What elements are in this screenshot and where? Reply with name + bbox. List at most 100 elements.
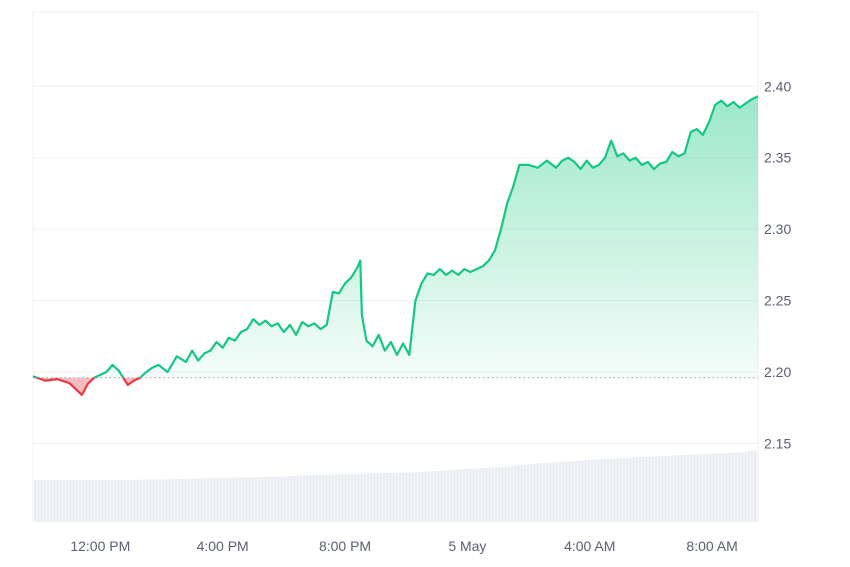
volume-bar bbox=[395, 472, 399, 522]
volume-bar bbox=[130, 479, 133, 522]
volume-bar bbox=[34, 480, 37, 522]
volume-bar bbox=[632, 457, 635, 522]
volume-bar bbox=[446, 470, 450, 522]
volume-bar bbox=[85, 480, 88, 522]
volume-bar bbox=[402, 472, 405, 522]
volume-bar bbox=[117, 479, 120, 522]
volume-bar bbox=[357, 473, 360, 522]
volume-bar bbox=[370, 473, 373, 522]
volume-bar bbox=[587, 459, 591, 522]
y-tick-label: 2.30 bbox=[764, 221, 791, 237]
volume-bar bbox=[354, 473, 357, 522]
volume-bar bbox=[658, 456, 661, 522]
volume-bar bbox=[411, 472, 415, 522]
volume-bar bbox=[443, 470, 447, 522]
volume-bar bbox=[283, 476, 287, 522]
volume-bar bbox=[146, 479, 149, 522]
volume-bar bbox=[379, 473, 383, 522]
volume-bar bbox=[226, 477, 229, 522]
volume-bar bbox=[696, 454, 699, 522]
volume-bar bbox=[66, 480, 69, 522]
volume-bar bbox=[296, 475, 299, 522]
volume-bar bbox=[520, 465, 523, 522]
volume-bar bbox=[456, 469, 459, 522]
x-tick-label: 4:00 PM bbox=[197, 538, 249, 554]
volume-bar bbox=[178, 479, 181, 522]
y-tick-label: 2.15 bbox=[764, 435, 791, 451]
volume-bar bbox=[133, 479, 136, 522]
volume-bar bbox=[725, 452, 728, 522]
volume-bar bbox=[350, 473, 354, 522]
volume-bar bbox=[578, 460, 581, 522]
volume-bar bbox=[78, 480, 82, 522]
volume-bar bbox=[600, 459, 603, 522]
volume-bar bbox=[219, 477, 223, 522]
volume-bar bbox=[347, 474, 351, 522]
volume-bar bbox=[626, 457, 629, 522]
volume-bar bbox=[187, 478, 191, 522]
volume-bar bbox=[568, 461, 571, 522]
volume-bar bbox=[158, 479, 162, 522]
volume-bar bbox=[232, 477, 235, 522]
volume-bar bbox=[194, 478, 197, 522]
volume-bar bbox=[405, 472, 408, 522]
x-tick-label: 12:00 PM bbox=[70, 538, 130, 554]
volume-bar bbox=[533, 463, 536, 522]
volume-bar bbox=[683, 455, 687, 522]
volume-bar bbox=[690, 454, 693, 522]
volume-bar bbox=[62, 480, 66, 522]
volume-bar bbox=[254, 477, 258, 522]
volume-bar bbox=[539, 463, 543, 522]
volume-bar bbox=[552, 462, 555, 522]
volume-bar bbox=[110, 480, 114, 522]
volume-bar bbox=[286, 476, 290, 522]
volume-bar bbox=[69, 480, 72, 522]
volume-bar bbox=[491, 467, 495, 522]
price-line-up bbox=[32, 95, 759, 378]
volume-bar bbox=[91, 480, 95, 522]
volume-bar bbox=[200, 478, 203, 522]
volume-bar bbox=[190, 478, 194, 522]
volume-bar bbox=[747, 451, 751, 522]
volume-bar bbox=[635, 457, 639, 522]
volume-bar bbox=[469, 468, 472, 522]
volume-bar bbox=[555, 462, 559, 522]
volume-bar bbox=[440, 470, 443, 522]
volume-bar bbox=[523, 464, 527, 522]
volume-bar bbox=[613, 458, 616, 522]
volume-bar bbox=[114, 480, 117, 522]
volume-bar bbox=[142, 479, 146, 522]
volume-bar bbox=[334, 474, 338, 522]
volume-bar bbox=[50, 480, 53, 522]
volume-bar bbox=[325, 474, 328, 522]
volume-bar bbox=[155, 479, 159, 522]
volume-bar bbox=[398, 472, 402, 522]
volume-bar bbox=[238, 477, 242, 522]
volume-bar bbox=[437, 471, 440, 522]
volume-bar bbox=[290, 476, 293, 522]
volume-bar bbox=[501, 466, 504, 522]
volume-bar bbox=[738, 452, 741, 522]
volume-bar bbox=[741, 452, 744, 522]
volume-bar bbox=[338, 474, 341, 522]
volume-bar bbox=[526, 464, 530, 522]
volume-bar bbox=[664, 455, 667, 522]
volume-bar bbox=[210, 478, 213, 522]
volume-bar bbox=[619, 458, 623, 522]
volume-bar bbox=[661, 456, 664, 522]
volume-bar bbox=[594, 459, 597, 522]
volume-bar bbox=[466, 468, 469, 522]
x-tick-label: 8:00 AM bbox=[686, 538, 737, 554]
volume-bar bbox=[235, 477, 239, 522]
volume-bar bbox=[184, 478, 187, 522]
volume-bar bbox=[165, 479, 168, 522]
volume-bar bbox=[75, 480, 79, 522]
volume-bar bbox=[174, 479, 178, 522]
volume-bar bbox=[229, 477, 232, 522]
volume-bar bbox=[389, 473, 392, 522]
volume-bar bbox=[37, 480, 40, 522]
volume-bar bbox=[530, 464, 533, 522]
volume-bar bbox=[382, 473, 386, 522]
volume-bar bbox=[562, 461, 565, 522]
volume-bar bbox=[43, 480, 47, 522]
